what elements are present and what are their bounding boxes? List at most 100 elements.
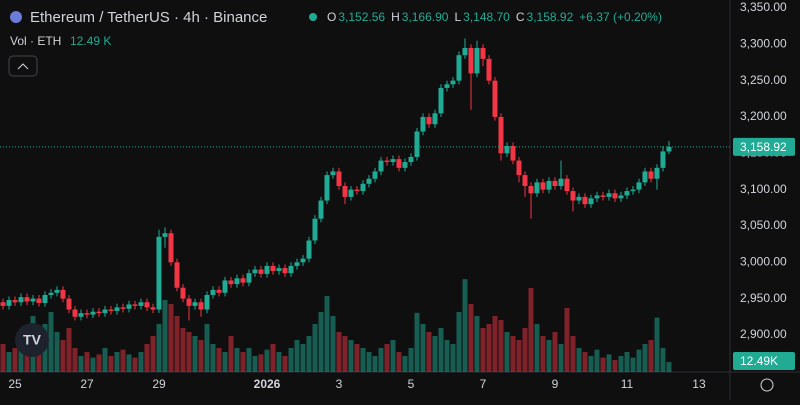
candle-body <box>642 171 648 183</box>
candle-body <box>48 292 54 295</box>
volume-bar <box>588 356 594 372</box>
field-value: 3,158.92 <box>527 10 574 24</box>
volume-bar <box>360 348 366 372</box>
volume-bar <box>0 344 6 372</box>
candle-body <box>486 58 492 81</box>
candle-body <box>336 171 342 186</box>
collapse-button[interactable] <box>8 55 38 77</box>
candle-body <box>606 193 612 197</box>
volume-bar <box>558 344 564 372</box>
volume-bar <box>162 300 168 372</box>
candle-body <box>468 47 474 74</box>
x-tick-label: 13 <box>692 377 706 391</box>
volume-bar <box>414 312 420 372</box>
candle-body <box>588 198 594 205</box>
volume-bar <box>186 332 192 372</box>
volume-bar <box>462 279 468 372</box>
volume-bar <box>174 316 180 372</box>
volume-bar <box>282 356 288 372</box>
candle-body <box>126 304 132 309</box>
candle-body <box>60 289 66 299</box>
volume-bar <box>648 340 654 372</box>
candle-body <box>546 180 552 190</box>
last-volume-label: 12.49K <box>740 354 778 368</box>
candle-body <box>102 309 108 314</box>
candle-body <box>66 298 72 310</box>
last-volume-badge <box>733 352 795 370</box>
volume-bar <box>192 336 198 372</box>
candle-body <box>504 146 510 154</box>
volume-bar <box>636 349 642 372</box>
candle-body <box>138 302 144 306</box>
volume-bar <box>138 352 144 372</box>
volume-bar <box>480 328 486 372</box>
volume-bar <box>120 349 126 372</box>
candle-body <box>324 175 330 201</box>
candle-body <box>180 287 186 299</box>
candle-body <box>582 196 588 205</box>
volume-bar <box>342 336 348 372</box>
candle-body <box>408 156 414 163</box>
volume-bar <box>546 340 552 372</box>
candle-body <box>414 131 420 157</box>
candle-body <box>246 273 252 283</box>
x-tick-label: 29 <box>152 377 166 391</box>
settings-icon[interactable] <box>760 378 774 392</box>
candle-body <box>84 313 90 315</box>
volume-bar <box>618 356 624 372</box>
candle-body <box>660 151 666 168</box>
candle-body <box>600 195 606 197</box>
candle-body <box>402 162 408 168</box>
volume-bar <box>516 340 522 372</box>
logo[interactable] <box>15 323 49 357</box>
volume-bar <box>612 360 618 372</box>
candle-body <box>120 307 126 309</box>
volume-bar <box>132 357 138 372</box>
volume-bar <box>630 357 636 372</box>
candle-body <box>12 300 18 303</box>
y-tick-label: 2,950.00 <box>740 291 787 305</box>
candle-body <box>648 171 654 179</box>
candle-body <box>612 193 618 199</box>
y-tick-label: 3,250.00 <box>740 73 787 87</box>
candle-body <box>492 80 498 117</box>
candle-body <box>666 146 672 152</box>
volume-bar <box>348 340 354 372</box>
candle-body <box>132 304 138 306</box>
candle-body <box>144 302 150 308</box>
ohlc: O 3,152.56 H 3,166.90 L 3,148.70 C 3,158.92 +6.3… <box>327 10 662 24</box>
volume-bar <box>504 332 510 372</box>
candle-body <box>162 233 168 237</box>
candle-body <box>36 298 42 303</box>
candle-body <box>330 171 336 176</box>
candle-body <box>228 280 234 285</box>
volume-bar <box>540 336 546 372</box>
volume-bar <box>534 324 540 372</box>
volume-bar <box>240 352 246 372</box>
candle-body <box>288 265 294 274</box>
candle-body <box>0 302 6 306</box>
volume-bar <box>60 340 66 372</box>
volume-bar <box>306 336 312 372</box>
volume-bar <box>564 308 570 372</box>
volume-bar <box>180 328 186 372</box>
volume-bar <box>390 340 396 372</box>
x-tick-label: 27 <box>80 377 94 391</box>
field-value: 3,152.56 <box>338 10 385 24</box>
candle-body <box>90 311 96 315</box>
candle-body <box>192 302 198 306</box>
volume-bar <box>624 352 630 372</box>
candle-body <box>624 191 630 196</box>
candle-body <box>570 191 576 201</box>
candle-body <box>294 262 300 266</box>
candle-body <box>390 159 396 163</box>
candle-body <box>366 178 372 184</box>
candle-body <box>258 269 264 274</box>
candle-body <box>450 80 456 85</box>
candle-body <box>438 87 444 114</box>
candle-body <box>474 47 480 74</box>
candle-body <box>18 297 24 303</box>
candle-body <box>198 302 204 310</box>
volume-bar <box>366 352 372 372</box>
candle-body <box>186 298 192 306</box>
